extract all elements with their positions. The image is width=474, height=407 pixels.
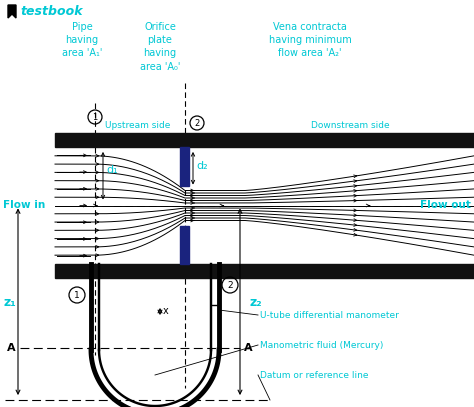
Bar [181,225,190,264]
Text: Downstream side: Downstream side [310,121,389,130]
Text: d₂: d₂ [196,161,208,171]
Text: z₂: z₂ [250,296,263,309]
Text: A: A [244,343,253,353]
Text: 2: 2 [227,280,233,289]
Text: Pipe
having
area 'A₁': Pipe having area 'A₁' [62,22,102,58]
Bar [55,264,474,278]
Text: Upstream side: Upstream side [105,121,170,130]
Text: testbook: testbook [20,5,82,18]
Text: Manometric fluid (Mercury): Manometric fluid (Mercury) [260,341,383,350]
Text: x: x [163,306,169,317]
Text: 1: 1 [74,291,80,300]
Bar [181,147,190,186]
Text: Orifice
plate
having
area 'A₀': Orifice plate having area 'A₀' [140,22,180,72]
Text: A: A [8,343,16,353]
Text: z₁: z₁ [4,296,17,309]
Text: Flow out: Flow out [420,199,471,210]
Text: U-tube differential manometer: U-tube differential manometer [260,311,399,319]
Text: 2: 2 [194,118,200,127]
Text: 1: 1 [92,112,98,122]
Text: Vena contracta
having minimum
flow area 'A₂': Vena contracta having minimum flow area … [269,22,351,58]
Text: Flow in: Flow in [3,199,45,210]
Bar [55,133,474,147]
Text: d₁: d₁ [106,165,118,175]
Text: Datum or reference line: Datum or reference line [260,370,368,379]
Polygon shape [8,5,16,18]
